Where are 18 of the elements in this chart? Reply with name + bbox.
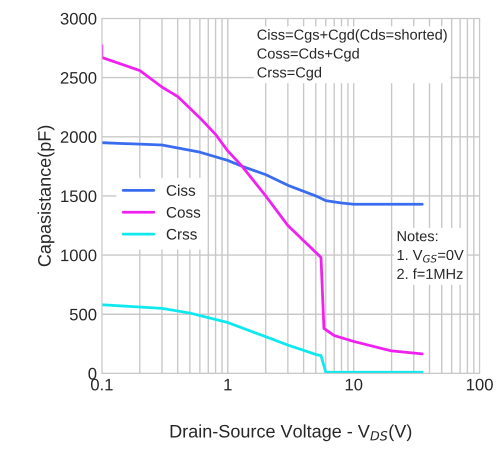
y-tick-label: 0 (88, 368, 96, 380)
legend-label: Ciss (166, 184, 196, 196)
y-tick-label: 500 (70, 308, 96, 320)
y-tick-label: 2500 (60, 72, 96, 84)
x-axis-title: Drain-Source Voltage - V$_{DS}$(V) (170, 424, 412, 442)
y-tick-label: 1000 (61, 249, 96, 262)
y-tick-label: 2000 (60, 131, 96, 143)
x-tick-label: 10 (346, 378, 362, 391)
x-tick-label: 1 (224, 378, 232, 390)
legend-label: Crss (166, 228, 197, 240)
x-tick-label: 100 (466, 378, 493, 391)
y-axis-title: Capasistance(pF) (38, 126, 54, 266)
x-tick-label: 0.1 (90, 378, 113, 391)
legend-label: Coss (166, 206, 200, 218)
y-tick-label: 1500 (61, 190, 96, 202)
y-tick-label: 3000 (60, 12, 96, 25)
annotation: Ciss=Cgs+Cgd(Cds=shorted) Coss=Cds+Cgd Crss=Cgd (257, 29, 447, 80)
annotation: Notes: 1. V$_{GS}$=0V 2. f=1MHz (397, 231, 464, 279)
